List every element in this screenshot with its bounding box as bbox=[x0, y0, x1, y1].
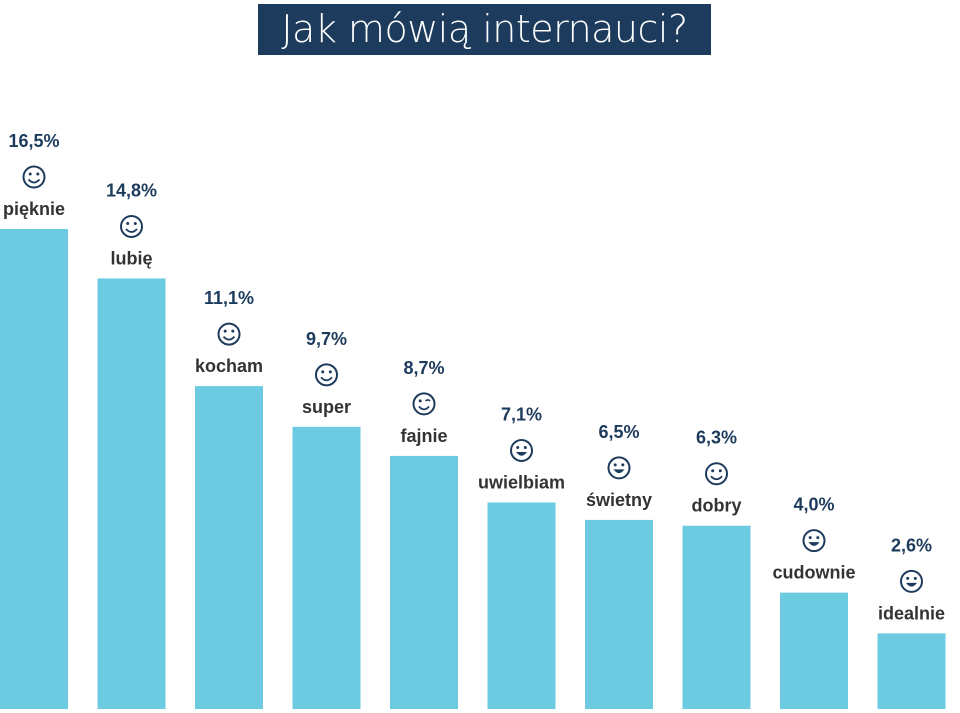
smiley-icon bbox=[22, 165, 46, 189]
title-banner: Jak mówią internauci? bbox=[258, 4, 711, 55]
bar-pięknie bbox=[0, 229, 68, 709]
bar-fajnie bbox=[390, 455, 458, 709]
value-label: 6,3% bbox=[696, 428, 737, 448]
bar-lubię bbox=[97, 278, 166, 709]
grinning-smiley-icon bbox=[510, 438, 533, 462]
bar-super bbox=[292, 426, 361, 709]
category-label: świetny bbox=[586, 490, 652, 510]
grinning-smiley-icon bbox=[900, 569, 923, 593]
value-label: 9,7% bbox=[306, 329, 347, 349]
category-label: super bbox=[302, 397, 351, 417]
smiley-icon bbox=[315, 363, 338, 387]
value-label: 7,1% bbox=[501, 404, 542, 424]
bar-idealnie bbox=[877, 633, 946, 709]
category-label: kocham bbox=[195, 356, 263, 376]
value-label: 8,7% bbox=[403, 358, 444, 378]
category-label: pięknie bbox=[3, 199, 65, 219]
value-label: 16,5% bbox=[8, 131, 59, 151]
value-label: 11,1% bbox=[204, 288, 254, 308]
bar-dobry bbox=[682, 525, 751, 709]
bar-cudownie bbox=[780, 592, 848, 709]
grinning-smiley-icon bbox=[802, 529, 826, 553]
bar-świetny bbox=[585, 519, 653, 709]
category-label: lubię bbox=[110, 248, 152, 268]
winking-smiley-icon bbox=[412, 392, 436, 416]
value-label: 2,6% bbox=[891, 535, 932, 555]
value-label: 6,5% bbox=[598, 422, 639, 442]
category-label: dobry bbox=[691, 496, 741, 516]
grinning-smiley-icon bbox=[607, 456, 631, 480]
category-label: uwielbiam bbox=[478, 472, 565, 492]
bar-uwielbiam bbox=[487, 502, 556, 709]
page-title: Jak mówią internauci? bbox=[281, 7, 688, 51]
category-label: cudownie bbox=[772, 563, 855, 583]
category-label: idealnie bbox=[878, 603, 945, 623]
bar-kocham bbox=[195, 386, 263, 709]
value-label: 14,8% bbox=[106, 180, 157, 200]
smiley-icon bbox=[120, 214, 143, 238]
value-label: 4,0% bbox=[793, 495, 834, 515]
category-label: fajnie bbox=[400, 426, 447, 446]
smiley-icon bbox=[217, 322, 241, 346]
smiley-icon bbox=[705, 462, 728, 486]
